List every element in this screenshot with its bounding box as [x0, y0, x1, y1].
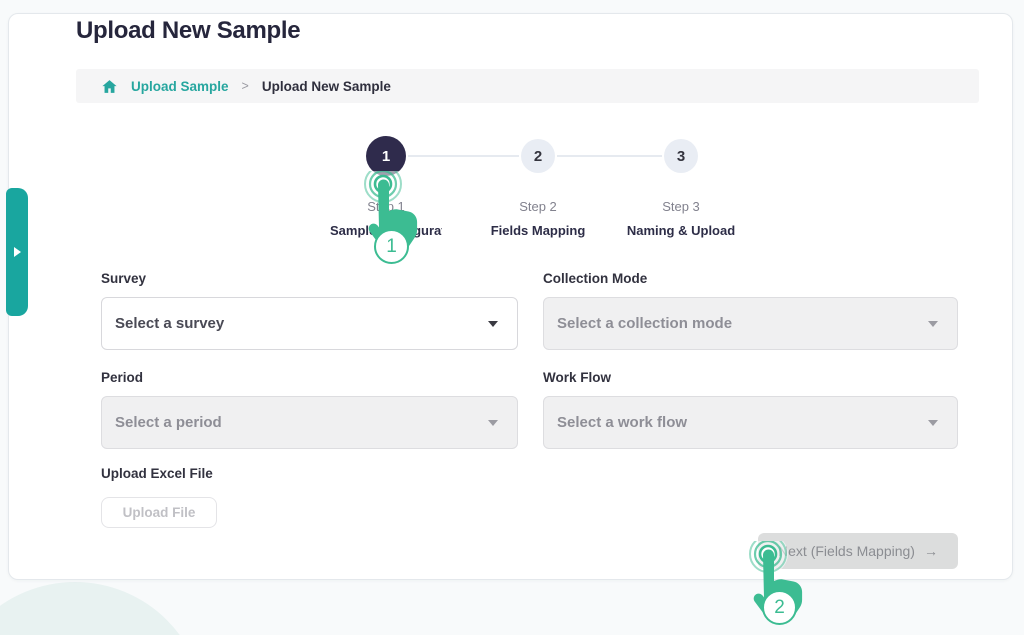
step-3-name: Naming & Upload [626, 223, 736, 238]
annotation-2-number: 2 [762, 590, 797, 625]
decorative-circle [0, 582, 205, 635]
step-2-circle[interactable]: 2 [521, 139, 555, 173]
survey-label: Survey [101, 271, 147, 286]
collection-mode-placeholder: Select a collection mode [557, 315, 733, 332]
work-flow-select[interactable]: Select a work flow [543, 396, 958, 449]
caret-down-icon [488, 419, 498, 426]
step-1-circle[interactable]: 1 [366, 136, 406, 176]
survey-select[interactable]: Select a survey [101, 297, 518, 350]
step-2-label: Step 2 [519, 199, 557, 214]
breadcrumb-separator: > [241, 79, 249, 93]
step-2-name: Fields Mapping [490, 223, 586, 238]
drawer-handle[interactable] [6, 188, 28, 316]
upload-excel-file-label: Upload Excel File [101, 466, 213, 481]
collection-mode-select[interactable]: Select a collection mode [543, 297, 958, 350]
caret-down-icon [928, 320, 938, 327]
main-card: Upload New Sample Upload Sample > Upload… [8, 13, 1013, 580]
caret-down-icon [488, 320, 498, 327]
work-flow-label: Work Flow [543, 370, 612, 385]
upload-file-button[interactable]: Upload File [101, 497, 217, 528]
step-1-label: Step 1 [367, 199, 405, 214]
stepper-step-1: 1 Step 1 Sample Configuration [326, 136, 446, 238]
page-title: Upload New Sample [76, 17, 301, 44]
period-label: Period [101, 370, 144, 385]
chevron-right-icon [14, 247, 21, 257]
next-fields-mapping-button[interactable]: Next (Fields Mapping) → [758, 533, 958, 569]
breadcrumb: Upload Sample > Upload New Sample [76, 69, 979, 103]
step-3-label: Step 3 [662, 199, 700, 214]
step-3-circle[interactable]: 3 [664, 139, 698, 173]
field-collection-mode: Collection Mode Select a collection mode [543, 271, 958, 350]
stepper-step-3: 3 Step 3 Naming & Upload [621, 136, 741, 238]
stepper-connector-1 [408, 155, 519, 157]
stepper-step-2: 2 Step 2 Fields Mapping [478, 136, 598, 238]
collection-mode-label: Collection Mode [543, 271, 648, 286]
survey-placeholder: Select a survey [115, 315, 225, 332]
period-placeholder: Select a period [115, 414, 222, 431]
caret-down-icon [928, 419, 938, 426]
field-survey: Survey Select a survey [101, 271, 518, 350]
next-button-label: Next (Fields Mapping) [778, 543, 915, 559]
step-1-name: Sample Configuration [330, 223, 442, 238]
field-work-flow: Work Flow Select a work flow [543, 370, 958, 449]
breadcrumb-link-upload-sample[interactable]: Upload Sample [131, 78, 229, 94]
period-select[interactable]: Select a period [101, 396, 518, 449]
work-flow-placeholder: Select a work flow [557, 414, 688, 431]
stepper-connector-2 [557, 155, 662, 157]
breadcrumb-current: Upload New Sample [261, 78, 391, 94]
home-icon[interactable] [101, 78, 118, 95]
field-period: Period Select a period [101, 370, 518, 449]
arrow-right-icon: → [923, 543, 938, 559]
